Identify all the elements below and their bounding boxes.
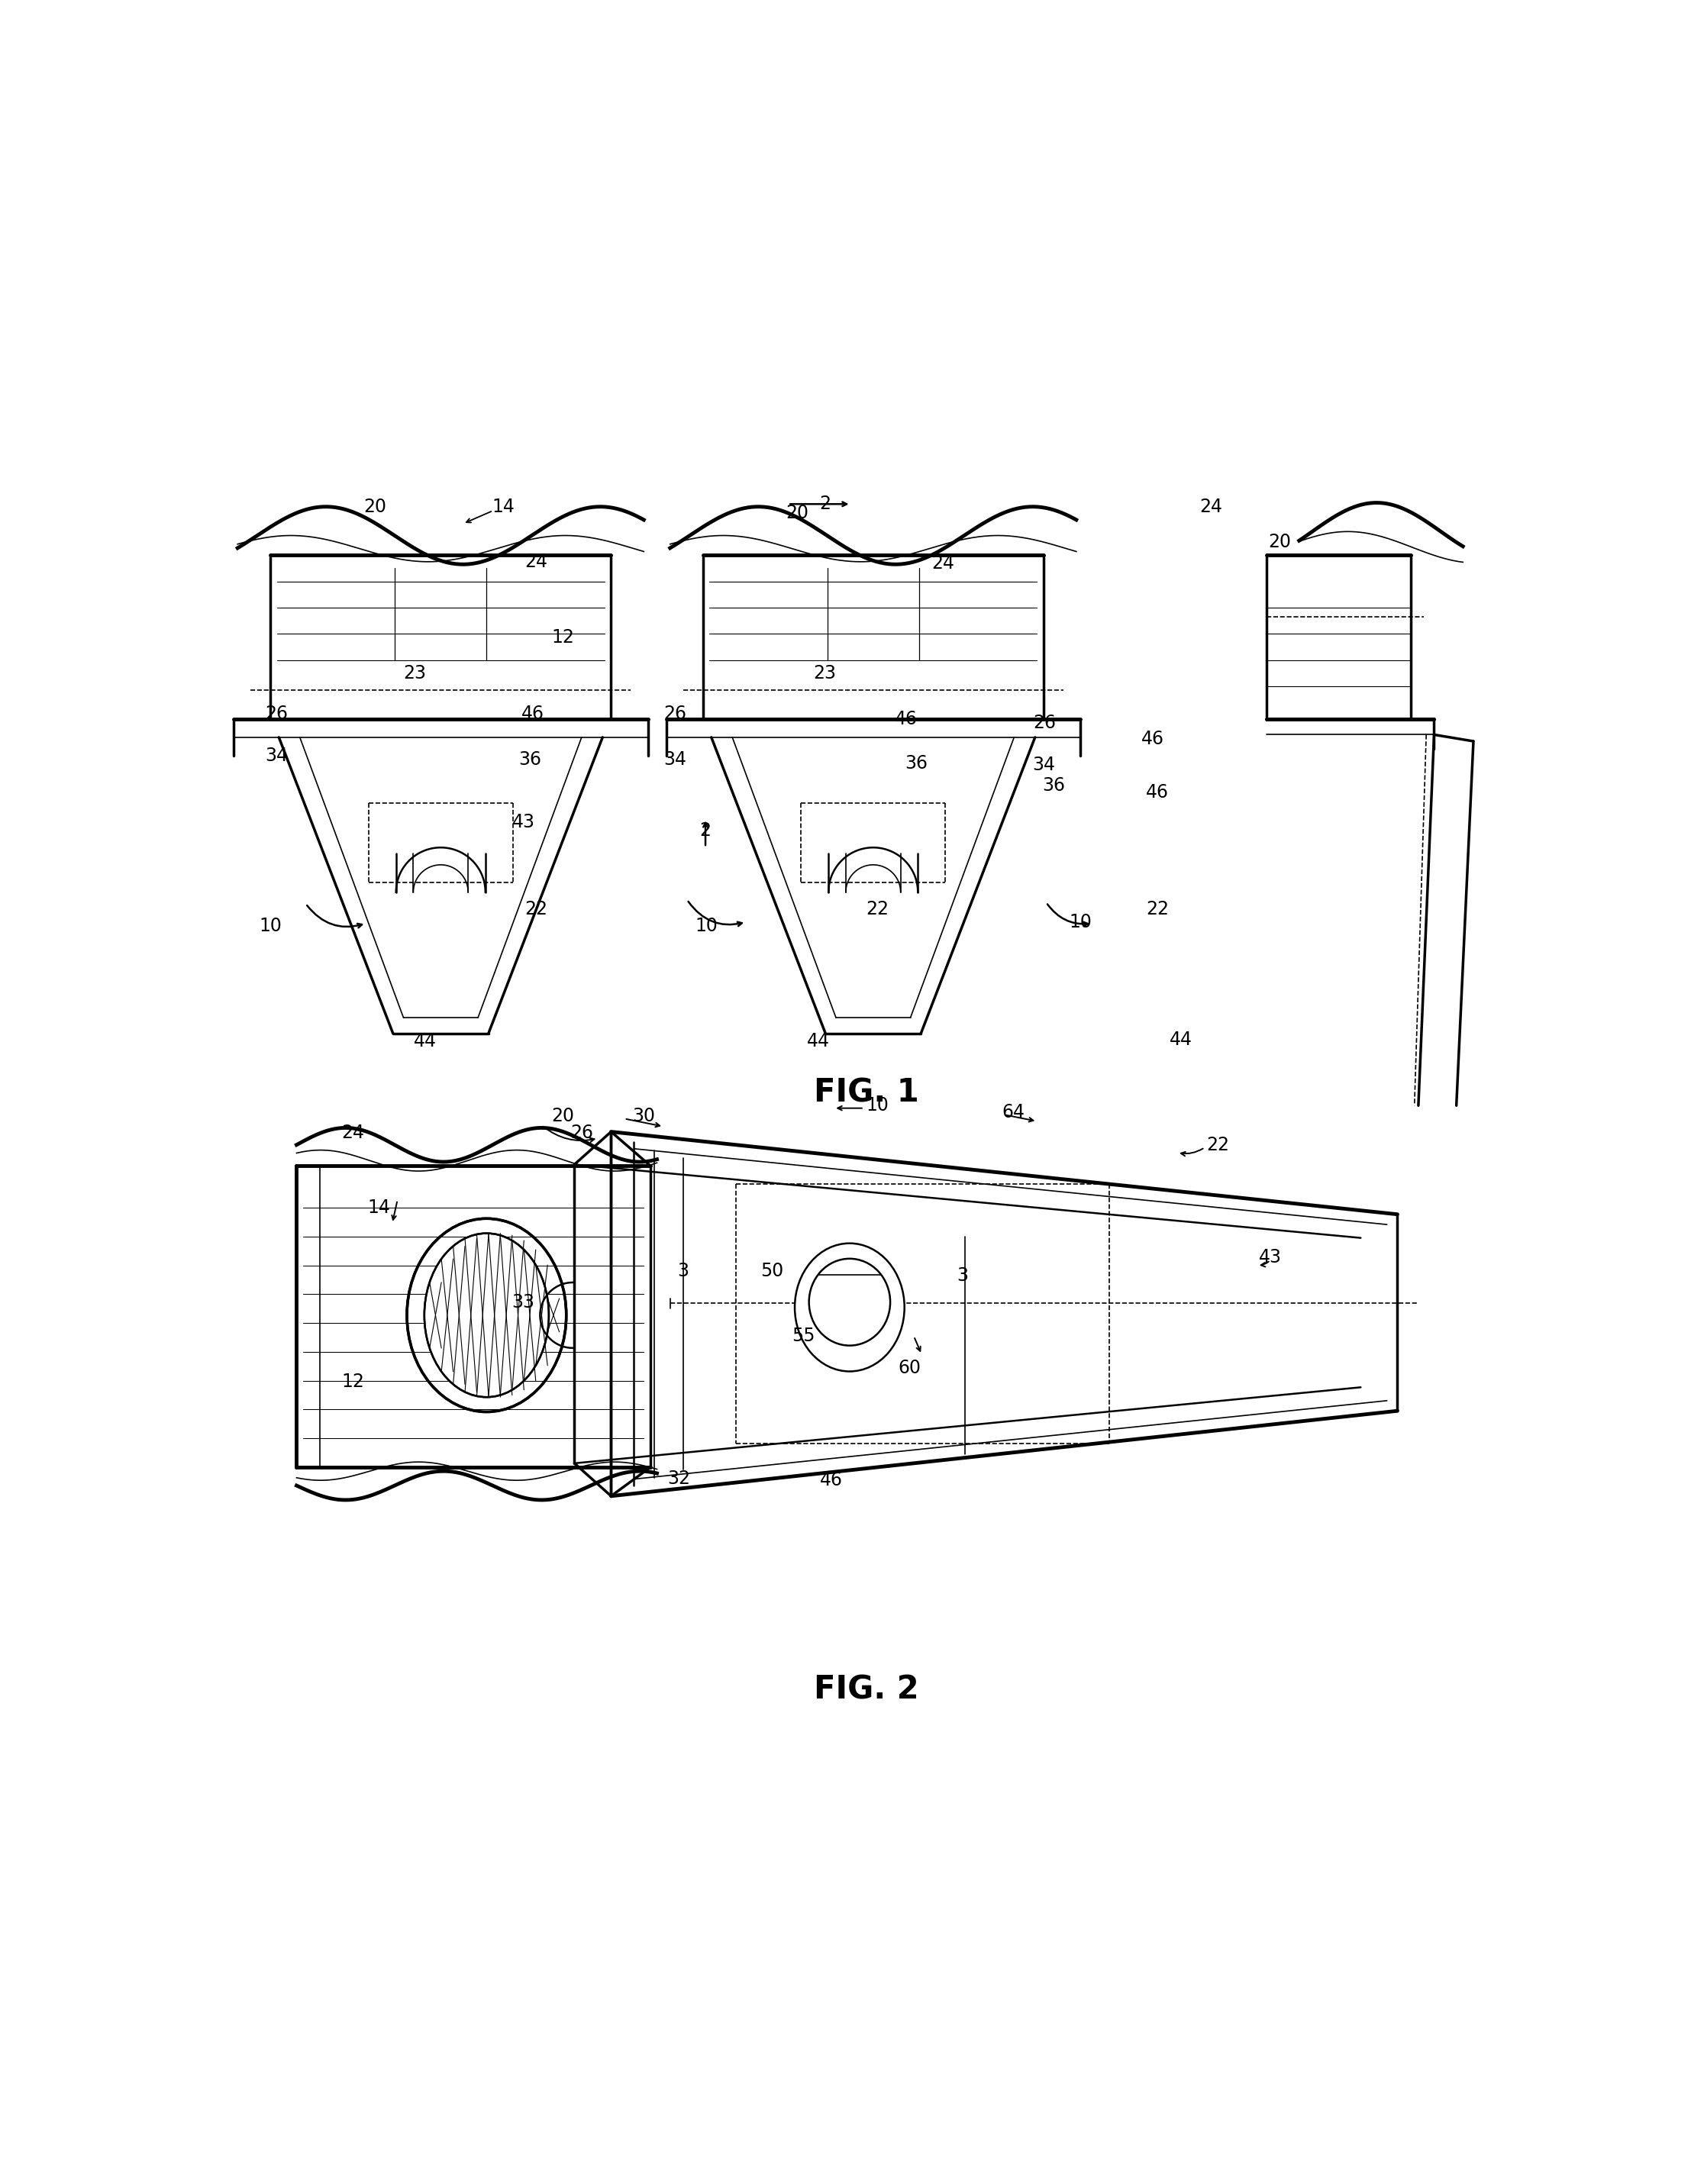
Text: 34: 34 — [665, 751, 687, 769]
Text: 26: 26 — [1033, 714, 1057, 732]
Text: FIG. 2: FIG. 2 — [813, 1673, 920, 1706]
Text: 20: 20 — [1268, 533, 1290, 550]
Ellipse shape — [795, 1243, 905, 1372]
Text: 64: 64 — [1003, 1103, 1025, 1120]
Text: 14: 14 — [492, 498, 516, 515]
Text: FIG. 1: FIG. 1 — [813, 1077, 920, 1109]
Text: 24: 24 — [524, 553, 548, 570]
Text: 60: 60 — [898, 1358, 922, 1376]
Text: 46: 46 — [1141, 729, 1163, 747]
Ellipse shape — [424, 1234, 550, 1398]
Text: 26: 26 — [265, 705, 289, 723]
Text: 46: 46 — [521, 705, 545, 723]
Text: 2: 2 — [818, 496, 830, 513]
Text: 36: 36 — [519, 751, 541, 769]
Text: 24: 24 — [342, 1125, 364, 1142]
Text: 34: 34 — [1032, 756, 1055, 773]
Text: 24: 24 — [1201, 498, 1223, 515]
Text: 26: 26 — [572, 1125, 594, 1142]
Text: 55: 55 — [791, 1328, 815, 1345]
Text: 22: 22 — [524, 900, 548, 917]
Text: 26: 26 — [665, 705, 687, 723]
Text: 20: 20 — [364, 498, 387, 515]
Text: 10: 10 — [259, 917, 282, 935]
Text: 10: 10 — [866, 1096, 888, 1114]
Text: 36: 36 — [905, 753, 928, 773]
Text: 44: 44 — [414, 1033, 436, 1051]
Text: 14: 14 — [367, 1199, 391, 1216]
Text: 20: 20 — [551, 1107, 573, 1125]
Text: 23: 23 — [402, 664, 426, 681]
Text: 34: 34 — [265, 747, 289, 764]
Text: 3: 3 — [957, 1267, 967, 1284]
Text: 22: 22 — [866, 900, 888, 917]
Text: 24: 24 — [932, 555, 954, 572]
Text: 30: 30 — [632, 1107, 656, 1125]
Text: 10: 10 — [695, 917, 719, 935]
Text: 44: 44 — [1170, 1031, 1192, 1048]
Text: 33: 33 — [512, 1293, 534, 1310]
Text: 20: 20 — [786, 505, 808, 522]
Text: 12: 12 — [342, 1374, 364, 1391]
Text: 46: 46 — [1146, 784, 1168, 802]
Text: 3: 3 — [678, 1262, 688, 1280]
Text: 44: 44 — [807, 1033, 830, 1051]
Text: 23: 23 — [813, 664, 835, 681]
Text: 43: 43 — [512, 812, 534, 832]
Text: 46: 46 — [895, 710, 918, 727]
Text: 43: 43 — [1258, 1249, 1282, 1267]
Text: 10: 10 — [1069, 913, 1092, 930]
Text: 12: 12 — [551, 629, 573, 646]
Text: 22: 22 — [1146, 900, 1168, 917]
Text: 32: 32 — [668, 1470, 690, 1487]
Text: 50: 50 — [761, 1262, 785, 1280]
Text: 22: 22 — [1206, 1136, 1229, 1153]
Text: 2: 2 — [700, 821, 712, 839]
Text: 36: 36 — [1043, 778, 1065, 795]
Text: 46: 46 — [820, 1472, 842, 1489]
